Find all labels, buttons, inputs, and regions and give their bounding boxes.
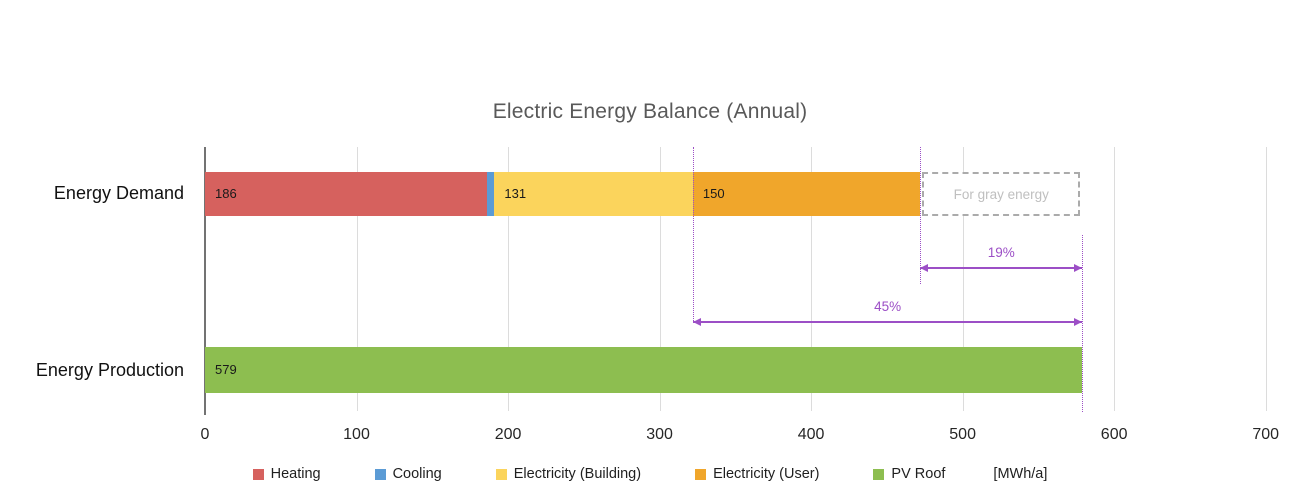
guide-line: [1082, 235, 1084, 412]
category-label-energy-production: Energy Production: [35, 360, 184, 380]
legend-item-electricity-building: Electricity (Building): [495, 466, 642, 482]
chart-legend: Heating Cooling Electricity (Building) Elec…: [30, 466, 1270, 482]
arrowhead-right-icon: [1074, 317, 1083, 326]
x-tick-label: 200: [494, 426, 522, 443]
x-tick-label: 500: [949, 426, 976, 443]
x-tick-label: 0: [200, 426, 210, 443]
bar-segment-pv-roof: [205, 347, 1083, 393]
percent-arrow: [692, 317, 1083, 326]
category-label-energy-demand: Energy Demand: [53, 183, 184, 203]
x-tick-label: 400: [797, 426, 825, 443]
legend-item-electricity-user: Electricity (User): [695, 466, 819, 482]
x-tick-label: 700: [1252, 426, 1280, 443]
gridline: [508, 147, 510, 411]
legend-label: Heating: [270, 466, 321, 482]
legend-item-cooling: Cooling: [374, 466, 442, 482]
legend-swatch-icon: [695, 468, 707, 480]
gray-energy-box: For gray energy: [922, 172, 1081, 216]
bar-segment-heating: [205, 172, 487, 216]
gridline: [356, 147, 358, 411]
chart-title: Electric Energy Balance (Annual): [492, 100, 808, 123]
gridline: [811, 147, 813, 411]
legend-unit-label: [MWh/a]: [993, 466, 1048, 482]
legend-label: Cooling: [392, 466, 442, 482]
bar-value-label: 131: [504, 186, 527, 201]
bar-segment-electricity-user: [692, 172, 921, 216]
bar-value-label: 186: [215, 186, 237, 201]
bar-segment-electricity-building: [494, 172, 693, 216]
legend-label: Electricity (User): [713, 466, 820, 482]
guide-line: [692, 147, 694, 323]
legend-item-pv-roof: PV Roof: [873, 466, 945, 482]
gridline: [659, 147, 661, 411]
arrowhead-left-icon: [692, 317, 701, 326]
x-tick-label: 300: [646, 426, 673, 443]
x-tick-label: 600: [1100, 426, 1128, 443]
guide-line: [920, 147, 922, 284]
legend-swatch-icon: [495, 468, 507, 480]
legend-item-heating: Heating: [252, 466, 321, 482]
x-tick-label: 100: [343, 426, 370, 443]
gridline: [1114, 147, 1116, 411]
y-axis-line: [204, 147, 206, 415]
percent-arrow-label: 45%: [874, 299, 902, 314]
gridline: [962, 147, 964, 411]
legend-swatch-icon: [374, 468, 386, 480]
legend-label: Electricity (Building): [513, 466, 642, 482]
legend-swatch-icon: [252, 468, 264, 480]
arrowhead-right-icon: [1074, 263, 1083, 272]
bar-value-label: 150: [702, 186, 725, 201]
bar-segment-cooling: [486, 172, 495, 216]
legend-label: PV Roof: [891, 466, 946, 482]
gridline: [1265, 147, 1267, 411]
arrowhead-left-icon: [920, 263, 929, 272]
bar-value-label: 579: [215, 362, 237, 377]
percent-arrow: [920, 263, 1083, 272]
legend-swatch-icon: [873, 468, 885, 480]
percent-arrow-label: 19%: [987, 245, 1015, 260]
